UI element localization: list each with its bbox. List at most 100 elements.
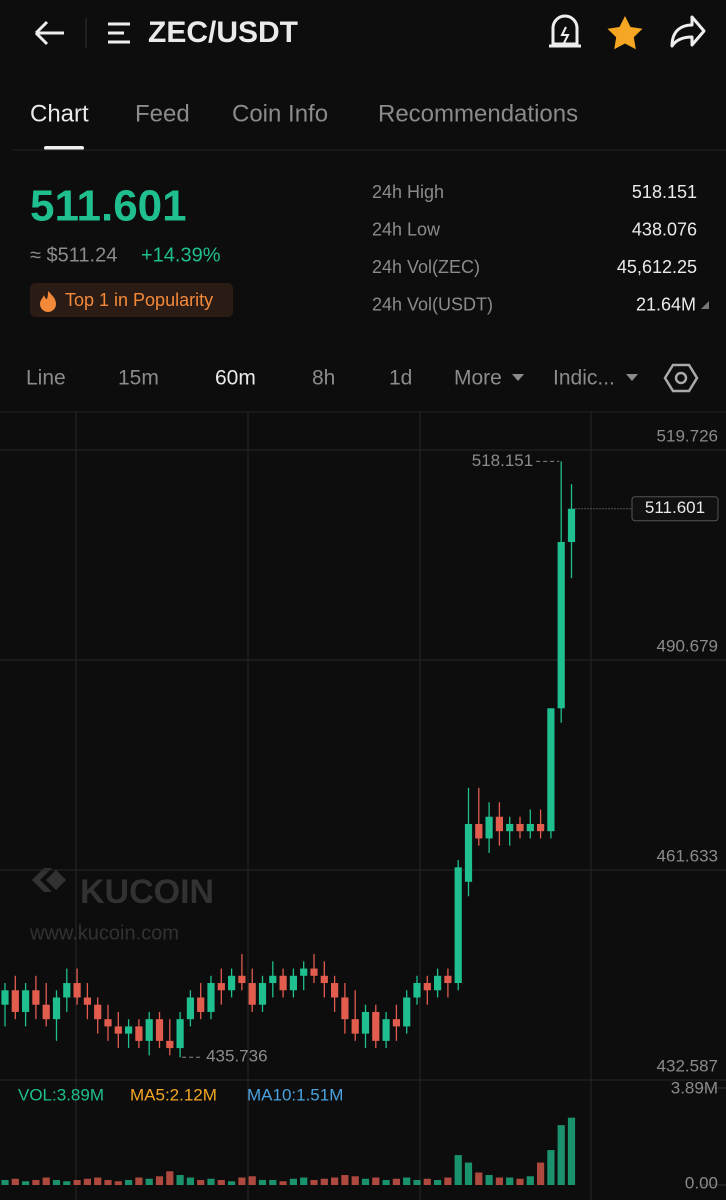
volume-bar: [331, 1177, 339, 1185]
share-icon[interactable]: [670, 15, 706, 48]
volume-bar: [258, 1180, 267, 1185]
interval[interactable]: 8h: [312, 367, 335, 390]
interval[interactable]: Indic...: [553, 367, 615, 390]
volume-bar: [176, 1175, 184, 1185]
volume-bar: [567, 1117, 576, 1185]
watermark-brand: KUCOIN: [80, 873, 214, 911]
volume-bar: [104, 1180, 112, 1185]
volume-bar: [11, 1178, 19, 1185]
caret: [701, 301, 709, 309]
watermark-url: www.kucoin.com: [29, 922, 179, 944]
volume-bar: [475, 1172, 483, 1185]
candle-body: [372, 1011, 380, 1041]
volume-bar: [413, 1180, 421, 1185]
volume-bar: [197, 1180, 205, 1185]
candle-body: [166, 1040, 174, 1049]
candle-body: [238, 975, 246, 984]
last-price-label: 511.601: [645, 498, 705, 517]
candle-body: [52, 997, 61, 1020]
tab[interactable]: Coin Info: [232, 100, 328, 127]
interval[interactable]: 1d: [389, 367, 412, 390]
volume-bar: [135, 1177, 143, 1185]
candle-body: [197, 997, 205, 1012]
tab[interactable]: Chart: [30, 100, 89, 127]
badge-text: Top 1 in Popularity: [65, 290, 213, 310]
badge[interactable]: [30, 283, 233, 317]
volume-bar: [557, 1125, 565, 1185]
menu-icon[interactable]: [108, 22, 130, 44]
volume-bar: [423, 1178, 431, 1185]
stat-label: 24h High: [372, 182, 444, 202]
interval[interactable]: Line: [26, 367, 66, 390]
candle-body: [485, 816, 493, 839]
volume-bar: [269, 1180, 277, 1185]
candle-body: [434, 975, 442, 991]
volume-bar: [52, 1180, 61, 1185]
stat-label: 24h Low: [372, 219, 441, 239]
candle-body: [506, 823, 514, 832]
back-button[interactable]: [34, 20, 64, 46]
favorite-star[interactable]: [607, 16, 643, 50]
volume-bar: [114, 1181, 122, 1185]
candle-body: [94, 1004, 102, 1020]
candle-body: [63, 983, 71, 998]
tab[interactable]: Recommendations: [378, 100, 578, 127]
candle-body: [320, 975, 328, 984]
volume-bar: [341, 1175, 349, 1185]
stat-value: 518.151: [632, 182, 697, 202]
dropdown-caret: [512, 374, 524, 381]
candle-body: [22, 990, 30, 1012]
volume-bar: [444, 1177, 452, 1185]
volume-legend: MA10:1.51M: [247, 1085, 343, 1104]
interval[interactable]: 15m: [118, 367, 159, 390]
volume-bar: [22, 1181, 30, 1185]
volume-bar: [42, 1177, 50, 1185]
candle-body: [269, 975, 277, 984]
volume-bar: [495, 1177, 503, 1185]
candle-body: [403, 997, 411, 1027]
dropdown-caret: [626, 374, 638, 381]
candle-body: [537, 823, 545, 832]
volume-bar: [351, 1176, 359, 1185]
candle-body: [42, 1004, 50, 1020]
candle-body: [258, 983, 267, 1005]
y-tick-label: 461.633: [657, 846, 718, 865]
low-label: 435.736: [206, 1047, 267, 1066]
candle-body: [444, 975, 452, 984]
volume-bar: [320, 1178, 328, 1185]
candle-body: [32, 990, 40, 1005]
candle-body: [279, 975, 287, 991]
volume-bar: [392, 1178, 400, 1185]
volume-bar: [537, 1162, 545, 1185]
candle-body: [207, 983, 215, 1012]
y-tick-label: 519.726: [657, 426, 718, 445]
volume-bar: [238, 1177, 246, 1185]
last-price-box: [631, 496, 719, 522]
watermark: KUCOIN www.kucoin.com: [29, 868, 214, 944]
candle-body: [186, 997, 194, 1020]
candle-body: [310, 968, 318, 976]
candle-body: [413, 983, 421, 998]
candle-body: [464, 823, 473, 882]
volume-bar: [361, 1178, 370, 1185]
pair-title: ZEC/USDT: [148, 16, 298, 49]
candle-body: [217, 983, 225, 991]
volume-bar: [83, 1178, 91, 1185]
volume-bar: [63, 1181, 71, 1185]
volume-tick-label: 3.89M: [671, 1078, 718, 1097]
tab-indicator: [44, 146, 84, 150]
tab[interactable]: Feed: [135, 100, 190, 127]
volume-bar: [403, 1177, 411, 1185]
interval[interactable]: 60m: [215, 367, 256, 390]
candle-body: [155, 1019, 164, 1041]
alert-icon[interactable]: [549, 14, 581, 48]
candle-body: [289, 975, 297, 991]
volume-bar: [372, 1177, 380, 1185]
interval[interactable]: More: [454, 367, 502, 390]
stat-label: 24h Vol(ZEC): [372, 257, 480, 277]
volume-bar: [186, 1177, 194, 1185]
flame-icon: [40, 291, 56, 312]
settings-icon[interactable]: [663, 363, 699, 393]
